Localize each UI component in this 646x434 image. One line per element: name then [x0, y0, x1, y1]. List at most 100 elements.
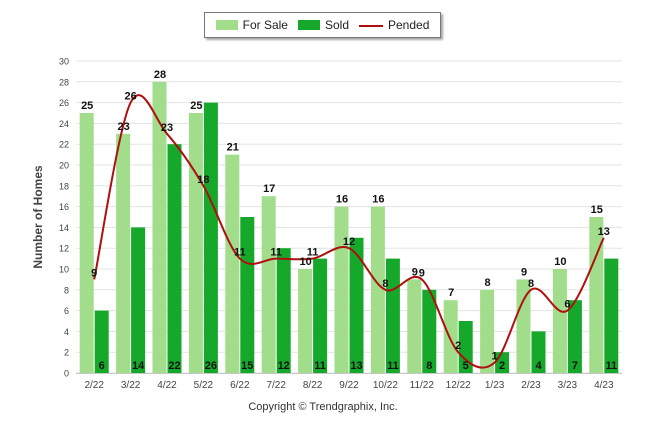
for-sale-value-label: 9	[412, 266, 418, 278]
for-sale-bar	[116, 133, 131, 373]
y-tick-label: 28	[59, 77, 69, 87]
for-sale-bar	[79, 113, 94, 373]
x-tick-label: 5/22	[194, 380, 214, 391]
sold-value-label: 15	[241, 360, 253, 372]
y-tick-label: 26	[59, 98, 69, 108]
for-sale-value-label: 28	[154, 69, 166, 81]
for-sale-value-label: 15	[591, 204, 603, 216]
pended-value-label: 2	[455, 340, 461, 352]
x-tick-label: 12/22	[446, 380, 471, 391]
sold-value-label: 8	[426, 360, 432, 372]
for-sale-bar	[188, 113, 203, 373]
pended-value-label: 11	[270, 247, 282, 259]
pended-value-label: 11	[234, 247, 246, 259]
sold-value-label: 12	[278, 360, 290, 372]
pended-value-label: 11	[307, 247, 319, 259]
y-tick-label: 24	[59, 119, 69, 129]
x-tick-label: 2/23	[521, 380, 541, 391]
for-sale-value-label: 25	[81, 100, 93, 112]
x-tick-label: 7/22	[266, 380, 286, 391]
for-sale-value-label: 16	[336, 194, 348, 206]
x-tick-label: 3/22	[121, 380, 141, 391]
x-tick-label: 8/22	[303, 380, 323, 391]
x-tick-label: 1/23	[485, 380, 505, 391]
sold-value-label: 11	[314, 360, 326, 372]
sold-swatch	[297, 20, 320, 30]
sold-bar	[203, 102, 218, 373]
legend-label-pended: Pended	[388, 18, 430, 32]
y-tick-label: 22	[59, 140, 69, 150]
y-tick-label: 4	[64, 327, 69, 337]
y-tick-label: 0	[64, 369, 69, 379]
for-sale-bar	[407, 279, 422, 373]
y-tick-label: 12	[59, 244, 69, 254]
for-sale-bar	[334, 206, 349, 373]
for-sale-bar	[370, 206, 385, 373]
sold-bar	[385, 258, 400, 373]
for-sale-bar	[552, 269, 567, 373]
y-tick-label: 16	[59, 202, 69, 212]
sold-bar	[458, 321, 473, 373]
for-sale-value-label: 25	[190, 100, 202, 112]
x-tick-label: 3/23	[558, 380, 578, 391]
for-sale-bar	[298, 269, 313, 373]
for-sale-bar	[443, 300, 458, 373]
for-sale-value-label: 23	[117, 121, 129, 133]
for-sale-value-label: 7	[448, 287, 454, 299]
sold-bar	[131, 227, 146, 373]
for-sale-bar	[152, 81, 167, 374]
sold-value-label: 2	[499, 360, 505, 372]
sold-value-label: 5	[463, 360, 469, 372]
y-tick-label: 6	[64, 306, 69, 316]
x-tick-label: 6/22	[230, 380, 250, 391]
for-sale-bar	[480, 289, 495, 373]
y-tick-label: 2	[64, 348, 69, 358]
sold-value-label: 22	[168, 360, 180, 372]
sold-bar	[313, 258, 328, 373]
legend-label-for-sale: For Sale	[242, 18, 288, 32]
pended-value-label: 6	[564, 299, 570, 311]
copyright-text: Copyright © Trendgraphix, Inc.	[248, 401, 398, 413]
x-tick-label: 9/22	[339, 380, 359, 391]
sold-bar	[349, 237, 364, 373]
legend-item-pended: Pended	[359, 18, 429, 32]
legend-item-sold: Sold	[297, 18, 349, 32]
x-tick-label: 4/22	[157, 380, 177, 391]
sold-bar	[422, 289, 437, 373]
sold-bar	[276, 248, 291, 373]
pended-value-label: 13	[598, 226, 610, 238]
legend-label-sold: Sold	[324, 18, 349, 32]
pended-value-label: 9	[91, 267, 97, 279]
sold-value-label: 13	[350, 360, 362, 372]
y-axis-title: Number of Homes	[31, 165, 45, 269]
for-sale-value-label: 16	[372, 194, 384, 206]
x-tick-label: 2/22	[84, 380, 104, 391]
for-sale-bar	[589, 217, 604, 373]
sold-bar	[604, 258, 619, 373]
sold-value-label: 6	[99, 360, 105, 372]
for-sale-bar	[261, 196, 276, 373]
for-sale-bar	[225, 154, 240, 373]
pended-value-label: 1	[492, 351, 498, 363]
for-sale-swatch	[215, 20, 238, 30]
sold-value-label: 11	[387, 360, 399, 372]
x-tick-label: 4/23	[594, 380, 614, 391]
pended-value-label: 18	[197, 174, 209, 186]
for-sale-value-label: 10	[554, 256, 566, 268]
sold-bar	[567, 300, 582, 373]
pended-value-label: 8	[382, 278, 388, 290]
y-tick-label: 30	[59, 57, 69, 67]
pended-line	[93, 94, 605, 369]
y-tick-label: 18	[59, 181, 69, 191]
pended-value-label: 8	[528, 278, 534, 290]
for-sale-value-label: 9	[521, 266, 527, 278]
sold-bar	[94, 310, 109, 373]
for-sale-value-label: 8	[485, 277, 491, 289]
y-tick-label: 8	[64, 285, 69, 295]
y-tick-label: 10	[59, 265, 69, 275]
x-tick-label: 10/22	[373, 380, 398, 391]
sold-value-label: 4	[535, 360, 542, 372]
sold-value-label: 26	[205, 360, 217, 372]
